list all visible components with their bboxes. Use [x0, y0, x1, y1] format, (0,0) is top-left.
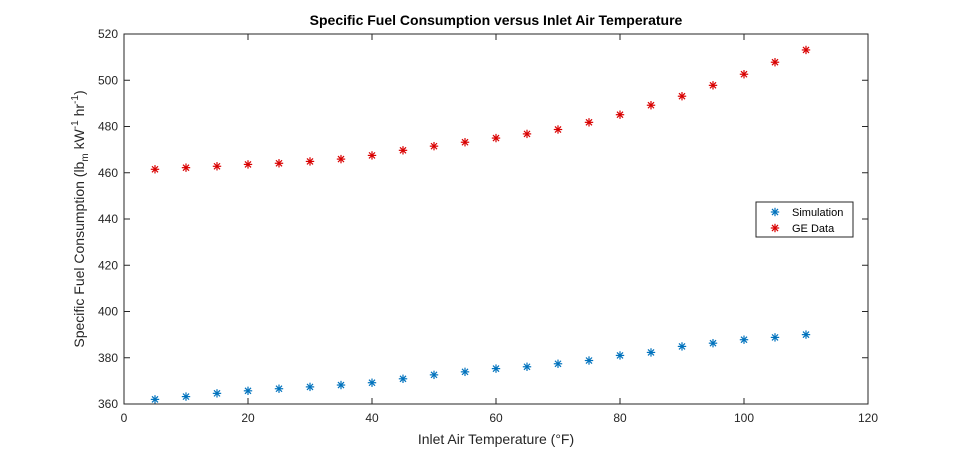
y-tick-label: 520 — [98, 27, 118, 41]
data-point — [522, 129, 532, 139]
data-point — [708, 81, 718, 90]
data-point — [584, 356, 594, 365]
data-point — [243, 386, 253, 396]
data-point — [429, 370, 439, 380]
data-point — [491, 364, 501, 373]
data-point — [584, 118, 594, 127]
data-point — [677, 342, 687, 351]
y-tick-label: 360 — [98, 397, 118, 411]
y-label-suffix: ) — [71, 90, 87, 95]
x-tick-label: 40 — [365, 411, 379, 425]
x-tick-label: 80 — [613, 411, 627, 425]
legend-box — [755, 201, 854, 238]
data-point — [305, 157, 315, 166]
data-point — [460, 138, 470, 147]
y-tick-label: 480 — [98, 120, 118, 134]
x-tick-label: 60 — [489, 411, 503, 425]
legend-marker — [770, 207, 780, 217]
x-axis-label: Inlet Air Temperature (°F) — [418, 431, 574, 447]
x-tick-label: 20 — [241, 411, 255, 425]
y-tick-label: 460 — [98, 166, 118, 180]
y-label-sup1: -1 — [70, 120, 81, 129]
data-point — [615, 351, 625, 360]
y-tick-label: 440 — [98, 212, 118, 226]
data-point — [305, 382, 315, 392]
legend: Simulation GE Data — [755, 201, 854, 238]
data-point — [553, 125, 563, 134]
y-tick-label: 500 — [98, 73, 118, 87]
y-tick-label: 400 — [98, 305, 118, 319]
data-point — [367, 378, 377, 387]
data-point — [491, 133, 501, 143]
legend-marker — [770, 223, 780, 233]
data-point — [770, 58, 780, 67]
y-ticks: 360 380 400 420 440 460 480 500 520 — [98, 27, 868, 411]
chart-title: Specific Fuel Consumption versus Inlet A… — [310, 12, 683, 28]
data-point — [274, 159, 284, 168]
data-point — [429, 141, 439, 151]
data-point — [150, 395, 160, 404]
data-point — [646, 101, 656, 110]
y-label-mid2: hr — [71, 104, 87, 121]
data-point — [243, 160, 253, 169]
series-layer — [150, 45, 811, 404]
x-tick-label: 100 — [734, 411, 754, 425]
data-point — [460, 367, 470, 377]
y-label-prefix: Specific Fuel Consumption (lb — [71, 161, 87, 347]
y-label-sup2: -1 — [70, 95, 81, 104]
data-point — [150, 165, 160, 174]
data-point — [770, 333, 780, 342]
series-0 — [150, 330, 811, 404]
data-point — [677, 92, 687, 101]
y-label-sub-m: m — [80, 153, 91, 161]
data-point — [739, 335, 749, 344]
data-point — [615, 110, 625, 119]
x-tick-label: 0 — [121, 411, 128, 425]
data-point — [708, 338, 718, 348]
legend-label: GE Data — [792, 223, 835, 235]
data-point — [801, 45, 811, 55]
data-point — [181, 392, 191, 401]
data-point — [212, 389, 222, 398]
data-point — [553, 359, 563, 368]
data-point — [398, 146, 408, 155]
data-point — [398, 374, 408, 383]
y-tick-label: 380 — [98, 351, 118, 365]
data-point — [739, 70, 749, 79]
y-axis-label: Specific Fuel Consumption (lbm kW-1 hr-1… — [70, 90, 91, 347]
data-point — [212, 162, 222, 171]
data-point — [336, 380, 346, 390]
y-label-mid1: kW — [71, 128, 87, 153]
data-point — [646, 348, 656, 357]
y-tick-label: 420 — [98, 258, 118, 272]
data-point — [367, 151, 377, 160]
data-point — [181, 163, 191, 172]
legend-label: Simulation — [792, 207, 843, 219]
data-point — [522, 362, 532, 371]
data-point — [274, 384, 284, 393]
x-tick-label: 120 — [858, 411, 878, 425]
data-point — [336, 154, 346, 164]
series-1 — [150, 45, 811, 174]
x-ticks: 0 20 40 60 80 100 120 — [121, 34, 878, 425]
data-point — [801, 330, 811, 339]
